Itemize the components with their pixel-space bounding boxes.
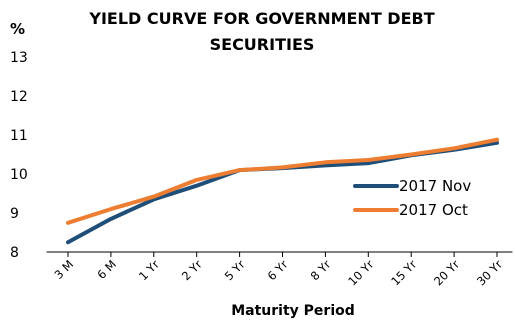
x-tick-label: 8 Yr bbox=[308, 257, 334, 283]
x-tick-label: 15 Yr bbox=[388, 257, 419, 288]
x-tick-label: 30 Yr bbox=[474, 257, 505, 288]
series-line-2017-oct bbox=[66, 137, 499, 225]
x-axis: 3 M 6 M 1 Yr 2 Yr 5 Yr 6 Yr 8 Yr 10 Yr 15 Yr 20 Y… bbox=[46, 251, 513, 288]
y-tick-label: 9 bbox=[10, 206, 19, 222]
series-lines bbox=[66, 137, 499, 245]
x-tick-label: 10 Yr bbox=[345, 257, 376, 288]
legend-label: 2017 Oct bbox=[399, 201, 468, 219]
y-axis-unit-label: % bbox=[10, 20, 25, 38]
y-tick-label: 13 bbox=[10, 50, 28, 66]
x-tick-label: 20 Yr bbox=[431, 257, 462, 288]
y-tick-label: 10 bbox=[10, 167, 28, 183]
x-tick-label: 3 M bbox=[51, 257, 76, 282]
y-tick-label: 12 bbox=[10, 89, 28, 105]
x-tick-label: 1 Yr bbox=[136, 257, 162, 283]
legend: 2017 Nov 2017 Oct bbox=[353, 177, 471, 219]
y-tick-label: 8 bbox=[10, 245, 19, 261]
y-tick-label: 11 bbox=[10, 128, 28, 144]
chart-title-line-1: YIELD CURVE FOR GOVERNMENT DEBT bbox=[88, 9, 434, 28]
x-tick-label: 6 M bbox=[94, 257, 119, 282]
x-tick-label: 2 Yr bbox=[179, 257, 205, 283]
legend-label: 2017 Nov bbox=[399, 177, 471, 195]
y-axis-ticks: 8 9 10 11 12 13 bbox=[10, 50, 28, 261]
chart-title-line-2: SECURITIES bbox=[210, 35, 315, 54]
x-tick-label: 5 Yr bbox=[222, 257, 248, 283]
x-tick-label: 6 Yr bbox=[265, 257, 291, 283]
x-axis-title: Maturity Period bbox=[231, 303, 355, 319]
